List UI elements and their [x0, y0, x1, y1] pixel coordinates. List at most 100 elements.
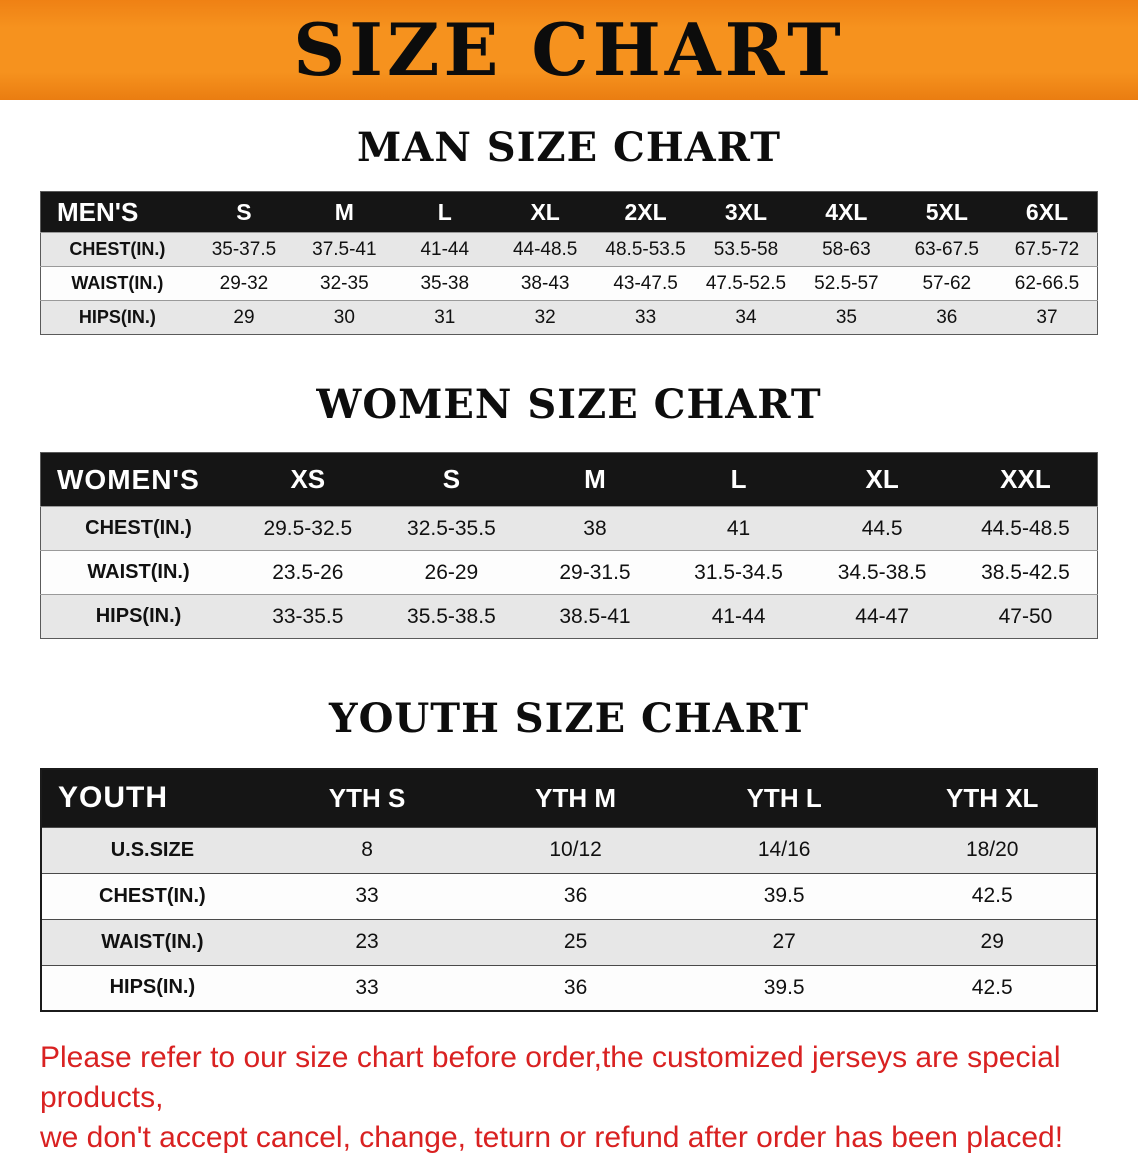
size-value-cell: 43-47.5	[613, 272, 678, 294]
size-value-cell: 32.5-35.5	[407, 516, 496, 540]
women-size-table: WOMEN'S XS S M L XL XXL CHEST(IN.) 29.5-32.5 32.5…	[40, 452, 1098, 639]
women-size-section: WOMEN SIZE CHART WOMEN'S XS S M L XL XXL CHEST(…	[0, 381, 1138, 639]
disclaimer-line-1: Please refer to our size chart before or…	[40, 1041, 1061, 1114]
table-row: HIPS(IN.) 33-35.5 35.5-38.5 38.5-41 41-44 44-…	[40, 594, 1098, 639]
size-value-cell: 29	[233, 306, 255, 328]
row-label: WAIST(IN.)	[71, 273, 164, 293]
size-value-cell: 44-47	[855, 604, 909, 628]
size-column-header: L	[394, 191, 495, 233]
table-row: WAIST(IN.) 23.5-26 26-29 29-31.5 31.5-34.5 34…	[40, 550, 1098, 595]
table-header-row: MEN'S S M L XL 2XL 3XL 4XL 5XL 6XL	[40, 191, 1098, 233]
size-value-cell: 38-43	[520, 272, 570, 294]
size-value-cell: 47-50	[998, 604, 1053, 628]
size-value-cell: 35.5-38.5	[407, 604, 496, 628]
table-row: HIPS(IN.) 33 36 39.5 42.5	[41, 965, 1097, 1011]
women-size-chart-title: WOMEN SIZE CHART	[316, 381, 822, 428]
size-value-cell: 44.5	[861, 516, 903, 540]
row-label: WAIST(IN.)	[101, 930, 204, 953]
youth-size-chart-title: YOUTH SIZE CHART	[329, 695, 809, 742]
size-column-header: L	[666, 452, 811, 507]
size-value-cell: 44.5-48.5	[981, 516, 1070, 540]
table-row: CHEST(IN.) 35-37.5 37.5-41 41-44 44-48.5 48.5…	[40, 232, 1098, 267]
size-value-cell: 30	[333, 306, 355, 328]
row-label: U.S.SIZE	[110, 838, 195, 861]
size-value-cell: 8	[361, 838, 373, 861]
size-value-cell: 36	[563, 884, 588, 907]
size-column-header: M	[294, 191, 395, 233]
row-label: CHEST(IN.)	[85, 517, 192, 539]
size-value-cell: 27	[772, 930, 796, 953]
size-value-cell: 34	[735, 306, 757, 328]
table-corner-label: YOUTH	[41, 769, 263, 827]
size-value-cell: 29.5-32.5	[263, 516, 353, 540]
table-row: CHEST(IN.) 33 36 39.5 42.5	[41, 873, 1097, 919]
table-corner-label: WOMEN'S	[40, 452, 237, 507]
size-value-cell: 35	[835, 306, 857, 328]
size-value-cell: 33-35.5	[272, 604, 344, 628]
size-value-cell: 25	[563, 930, 588, 953]
size-value-cell: 48.5-53.5	[605, 238, 686, 260]
size-column-header: 5XL	[896, 191, 997, 233]
size-value-cell: 33	[355, 975, 379, 999]
men-size-table: MEN'S S M L XL 2XL 3XL 4XL 5XL 6XL CHEST(IN.) 35-37…	[40, 191, 1098, 335]
table-row: U.S.SIZE 8 10/12 14/16 18/20	[41, 827, 1097, 873]
size-value-cell: 57-62	[922, 272, 972, 294]
size-value-cell: 29-32	[219, 272, 269, 294]
size-value-cell: 41-44	[711, 604, 766, 628]
size-value-cell: 38.5-41	[559, 604, 631, 628]
size-column-header: XL	[810, 452, 954, 507]
size-column-header: 4XL	[796, 191, 897, 233]
size-chart-banner: SIZE CHART	[0, 0, 1138, 100]
size-column-header: YTH XL	[888, 769, 1097, 827]
row-label: CHEST(IN.)	[99, 884, 206, 907]
man-size-chart-title: MAN SIZE CHART	[357, 124, 781, 171]
table-row: WAIST(IN.) 29-32 32-35 35-38 38-43 43-47.5 47.…	[40, 266, 1098, 301]
size-value-cell: 42.5	[971, 975, 1013, 999]
size-value-cell: 33	[355, 884, 379, 907]
size-value-cell: 31	[434, 306, 456, 328]
table-row: CHEST(IN.) 29.5-32.5 32.5-35.5 38 41 44.5 44.5…	[40, 506, 1098, 551]
size-value-cell: 47.5-52.5	[705, 272, 787, 294]
size-value-cell: 31.5-34.5	[694, 560, 783, 584]
table-header-row: YOUTH YTH S YTH M YTH L YTH XL	[41, 769, 1097, 827]
size-value-cell: 36	[936, 306, 958, 328]
table-row: WAIST(IN.) 23 25 27 29	[41, 919, 1097, 965]
disclaimer-note: Please refer to our size chart before or…	[40, 1038, 1108, 1158]
row-label: HIPS(IN.)	[78, 307, 156, 327]
row-label: WAIST(IN.)	[87, 561, 190, 583]
size-value-cell: 36	[563, 975, 588, 999]
size-value-cell: 18/20	[965, 838, 1019, 861]
size-value-cell: 14/16	[757, 838, 811, 861]
size-column-header: XXL	[953, 452, 1098, 507]
table-row: HIPS(IN.) 29 30 31 32 33 34 35 36 37	[40, 300, 1098, 335]
man-size-section: MAN SIZE CHART MEN'S S M L XL 2XL 3XL 4XL 5XL 6XL…	[0, 124, 1138, 335]
size-value-cell: 10/12	[549, 838, 602, 861]
size-column-header: XS	[236, 452, 380, 507]
size-column-header: YTH L	[679, 769, 889, 827]
size-column-header: YTH S	[262, 769, 472, 827]
youth-size-section: YOUTH SIZE CHART YOUTH YTH S YTH M YTH L YTH…	[0, 695, 1138, 1012]
size-value-cell: 33	[635, 306, 657, 328]
size-value-cell: 35-38	[420, 272, 470, 294]
youth-size-table: YOUTH YTH S YTH M YTH L YTH XL U.S.SIZE 8 10/12…	[40, 768, 1098, 1012]
size-value-cell: 37.5-41	[312, 238, 377, 260]
size-value-cell: 29-31.5	[559, 560, 631, 584]
size-value-cell: 53.5-58	[713, 238, 779, 260]
size-value-cell: 34.5-38.5	[837, 560, 927, 584]
size-column-header: M	[523, 452, 667, 507]
size-value-cell: 41-44	[420, 238, 470, 260]
size-column-header: YTH M	[471, 769, 680, 827]
size-value-cell: 39.5	[763, 884, 805, 907]
size-value-cell: 67.5-72	[1014, 238, 1080, 260]
disclaimer-line-2: we don't accept cancel, change, teturn o…	[40, 1120, 1064, 1154]
size-value-cell: 23.5-26	[272, 560, 344, 584]
size-column-header: S	[193, 191, 295, 233]
size-value-cell: 42.5	[971, 884, 1013, 907]
size-value-cell: 62-66.5	[1014, 272, 1080, 294]
size-value-cell: 63-67.5	[914, 238, 980, 260]
row-label: CHEST(IN.)	[69, 239, 166, 259]
size-value-cell: 37	[1036, 306, 1058, 328]
size-value-cell: 52.5-57	[814, 272, 879, 294]
size-value-cell: 32	[534, 306, 556, 328]
size-value-cell: 29	[980, 930, 1004, 953]
